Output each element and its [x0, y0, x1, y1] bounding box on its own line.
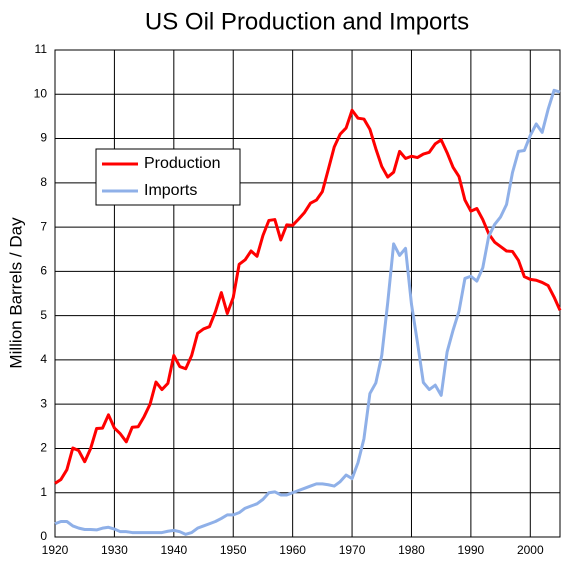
- x-tick-label: 1990: [458, 543, 485, 557]
- y-tick-label: 3: [40, 396, 47, 410]
- y-tick-label: 11: [35, 42, 48, 56]
- y-tick-label: 1: [40, 485, 47, 499]
- x-tick-label: 1920: [42, 543, 69, 557]
- data-line: [54, 88, 561, 536]
- x-tick-label: 1960: [279, 543, 306, 557]
- x-tick-label: 2000: [517, 543, 544, 557]
- y-axis-label: Million Barrels / Day: [6, 217, 25, 369]
- x-tick-label: 1930: [101, 543, 128, 557]
- y-tick-label: 4: [40, 352, 47, 366]
- x-tick-label: 1950: [220, 543, 247, 557]
- y-tick-label: 8: [40, 175, 47, 189]
- chart-title: US Oil Production and Imports: [145, 8, 469, 35]
- data-line: [54, 108, 562, 485]
- x-tick-label: 1940: [160, 543, 187, 557]
- y-tick-label: 7: [40, 219, 47, 233]
- x-tick-label: 1970: [339, 543, 366, 557]
- y-tick-label: 10: [34, 86, 48, 100]
- y-tick-label: 0: [40, 529, 47, 543]
- legend-box: [95, 148, 241, 206]
- y-tick-label: 5: [40, 308, 47, 322]
- x-tick-label: 1980: [398, 543, 425, 557]
- y-tick-label: 9: [40, 131, 47, 145]
- legend-label: Production: [144, 155, 221, 172]
- legend-label: Imports: [144, 182, 197, 199]
- y-tick-label: 6: [40, 264, 47, 278]
- plot-frame: [54, 49, 561, 538]
- y-tick-label: 2: [40, 441, 47, 455]
